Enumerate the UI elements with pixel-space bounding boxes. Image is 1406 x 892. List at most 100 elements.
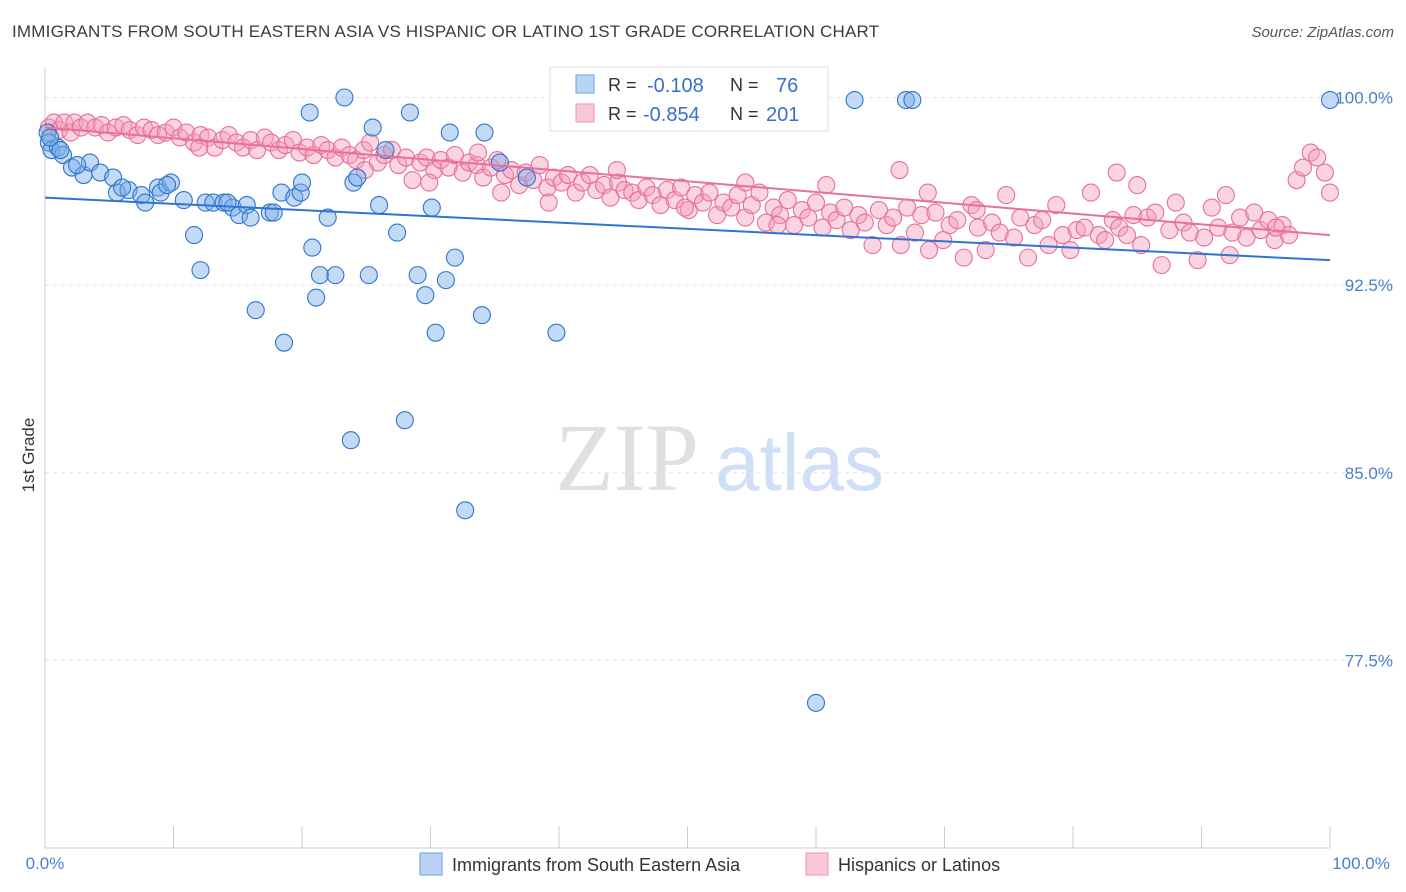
data-point <box>310 266 330 285</box>
data-point <box>388 223 407 242</box>
legend-n-value-pink: 201 <box>766 104 799 126</box>
data-point <box>1039 236 1058 255</box>
legend-swatch-blue <box>575 74 595 94</box>
data-point <box>573 173 592 192</box>
data-point <box>736 173 755 192</box>
data-point <box>420 173 439 192</box>
data-point <box>849 206 868 225</box>
y-axis-label: 1st Grade <box>19 418 38 493</box>
data-point <box>492 183 511 202</box>
data-point <box>764 198 783 217</box>
data-point <box>177 123 196 142</box>
x-ticks <box>44 826 1331 848</box>
data-point <box>205 138 224 157</box>
data-point <box>845 90 864 110</box>
sea-immigrant-points <box>38 88 1340 712</box>
data-point <box>468 143 488 162</box>
data-point <box>835 198 854 217</box>
legend-r-label-blue: R = <box>608 75 637 95</box>
data-point <box>174 191 193 210</box>
data-point <box>580 166 599 185</box>
legend-n-label-pink: N = <box>730 104 759 124</box>
data-point <box>474 168 493 187</box>
data-point <box>318 208 337 227</box>
data-point <box>303 238 322 257</box>
data-point <box>601 188 620 207</box>
data-point <box>92 115 111 135</box>
data-point <box>693 193 712 212</box>
data-point <box>890 161 909 180</box>
trend-lines <box>44 126 1331 262</box>
data-point <box>326 148 345 167</box>
data-point <box>686 186 705 205</box>
data-point <box>637 178 656 197</box>
data-point <box>517 168 536 187</box>
data-point <box>341 431 360 450</box>
data-point <box>1308 148 1327 167</box>
data-point <box>539 193 558 212</box>
data-point <box>821 203 840 222</box>
legend-n-label-blue: N = <box>730 75 759 95</box>
y-tick-label: 85.0% <box>1345 464 1393 483</box>
data-point <box>912 206 931 225</box>
data-point <box>408 266 427 285</box>
data-point <box>1107 163 1126 182</box>
data-point <box>651 196 670 215</box>
bottom-legend-swatch-pink <box>805 852 829 876</box>
data-point <box>158 176 177 195</box>
data-point <box>976 241 995 260</box>
data-point <box>190 138 209 157</box>
chart-title: IMMIGRANTS FROM SOUTH EASTERN ASIA VS HI… <box>12 22 880 41</box>
data-point <box>903 90 922 110</box>
data-point <box>300 103 319 122</box>
data-point <box>445 248 464 267</box>
data-point <box>920 241 939 260</box>
data-point <box>453 163 472 182</box>
data-point <box>799 208 818 227</box>
series-legend: Immigrants from South Eastern Asia Hispa… <box>419 852 1000 876</box>
data-point <box>566 183 585 202</box>
data-point <box>1209 218 1228 237</box>
data-point <box>1018 248 1038 267</box>
data-point <box>643 186 662 205</box>
data-point <box>538 178 557 197</box>
data-point <box>700 183 719 202</box>
data-point <box>185 226 204 245</box>
data-point <box>61 123 80 142</box>
data-point <box>817 176 836 195</box>
data-point <box>422 198 441 217</box>
stats-legend: R = -0.108 N = 76 R = -0.854 N = 201 <box>549 66 829 132</box>
y-tick-label: 92.5% <box>1345 276 1393 295</box>
data-point <box>113 178 132 197</box>
x-tick-label-max: 100.0% <box>1332 854 1390 873</box>
data-point <box>756 213 775 232</box>
data-point <box>246 301 265 320</box>
data-point <box>185 133 204 152</box>
data-point <box>1315 163 1334 182</box>
data-point <box>292 173 312 192</box>
data-point <box>1166 193 1185 212</box>
data-point <box>1096 231 1115 250</box>
data-point <box>1266 218 1286 237</box>
data-point <box>1223 223 1242 242</box>
data-point <box>1047 196 1066 215</box>
data-point <box>355 161 375 180</box>
data-point <box>657 181 676 200</box>
data-point <box>481 158 500 177</box>
data-point <box>869 201 889 220</box>
bottom-legend-swatch-blue <box>419 852 443 876</box>
trend-line-hispanic <box>44 126 1331 237</box>
data-point <box>547 323 566 342</box>
data-point <box>370 196 389 215</box>
data-point <box>1202 198 1221 217</box>
data-point <box>1320 183 1340 202</box>
legend-r-value-pink: -0.854 <box>643 104 700 126</box>
data-point <box>490 153 509 172</box>
bottom-legend-label-blue: Immigrants from South Eastern Asia <box>452 855 741 875</box>
data-point <box>53 145 73 165</box>
data-point <box>191 261 210 280</box>
data-point <box>363 118 382 137</box>
data-point <box>1117 226 1137 245</box>
data-point <box>298 138 317 157</box>
